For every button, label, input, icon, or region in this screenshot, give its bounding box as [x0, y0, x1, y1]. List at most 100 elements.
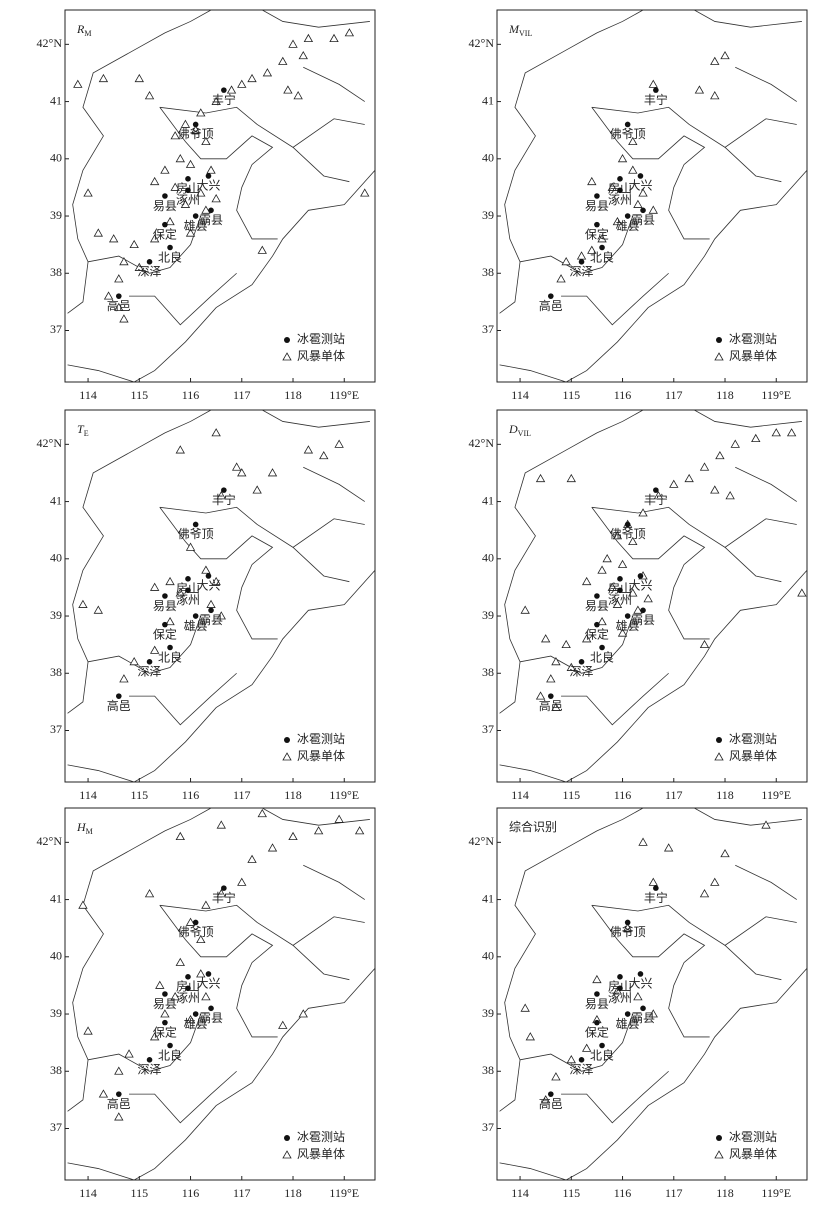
province-border: [499, 410, 802, 714]
hail-station: [162, 991, 168, 997]
storm-cell: [771, 428, 781, 437]
province-border: [724, 945, 782, 981]
hail-station: [167, 644, 173, 651]
storm-cell: [196, 188, 206, 197]
x-tick-label: 115: [131, 1186, 149, 1200]
station-label: 佛爷顶: [610, 127, 646, 141]
station-label: 深泽: [138, 265, 162, 279]
y-tick-label: 40: [482, 551, 494, 565]
map-content: 丰宁佛爷顶房山涿州大兴易县霸县保定雄县北良深泽高邑: [67, 10, 375, 382]
storm-cell: [298, 1009, 308, 1018]
province-border: [591, 106, 797, 148]
legend-storm-symbol: [714, 352, 724, 361]
map-panel: 丰宁佛爷顶房山涿州大兴易县霸县保定雄县北良深泽高邑114115116117118…: [37, 807, 376, 1200]
y-tick-label: 38: [482, 265, 494, 279]
hail-station: [192, 521, 199, 528]
storm-cell: [252, 485, 262, 494]
province-border: [292, 547, 350, 583]
province-border: [303, 66, 365, 102]
y-tick-label: 42°N: [469, 436, 495, 450]
legend-label: 冰雹测站: [729, 1130, 777, 1144]
x-tick-label: 119°E: [329, 388, 359, 402]
storm-cell: [196, 934, 206, 944]
storm-cell: [283, 85, 293, 94]
storm-cell: [114, 274, 124, 283]
storm-cell: [175, 445, 185, 454]
province-border: [561, 272, 669, 326]
storm-cell: [694, 85, 705, 94]
x-tick-label: 115: [563, 388, 581, 402]
hail-station: [162, 1019, 168, 1026]
y-tick-label: 41: [482, 891, 494, 905]
station-label: 霸县: [631, 613, 655, 627]
province-border: [668, 564, 710, 640]
hail-station: [162, 621, 168, 628]
province-border: [159, 904, 365, 946]
station-label: 雄县: [184, 1016, 208, 1031]
legend-label: 风暴单体: [297, 749, 345, 763]
y-tick-label: 42°N: [37, 36, 63, 50]
storm-cell: [134, 73, 144, 83]
storm-cell: [216, 889, 226, 898]
storm-cell: [319, 450, 329, 460]
station-label: 霸县: [199, 1011, 223, 1025]
storm-cell: [633, 605, 643, 614]
hail-station: [637, 573, 644, 579]
station-label: 丰宁: [212, 92, 236, 107]
hail-station: [205, 173, 212, 179]
hail-station: [617, 974, 623, 980]
hail-station: [162, 593, 168, 599]
hail-station: [617, 985, 623, 992]
province-border: [159, 905, 274, 963]
station-label: 保定: [153, 626, 177, 641]
province-border: [87, 1013, 202, 1072]
hail-station: [624, 521, 631, 528]
hail-station: [192, 613, 199, 619]
storm-cell: [170, 182, 180, 191]
station-label: 易县: [585, 997, 609, 1011]
storm-cell: [535, 473, 546, 483]
y-tick-label: 37: [50, 322, 62, 336]
storm-cell: [551, 702, 561, 711]
storm-cell: [628, 136, 638, 146]
y-tick-label: 41: [50, 493, 62, 507]
storm-cell: [551, 1072, 561, 1081]
storm-cell: [185, 228, 196, 237]
storm-cell: [561, 257, 571, 266]
storm-cell: [201, 136, 211, 146]
station-label: 雄县: [184, 618, 208, 633]
province-border: [519, 1013, 634, 1072]
x-tick-label: 114: [79, 1186, 97, 1200]
hail-station: [640, 207, 646, 214]
storm-cell: [149, 645, 160, 654]
province-border: [236, 962, 278, 1038]
hail-station: [599, 644, 605, 651]
storm-cell: [216, 491, 226, 500]
station-label: 深泽: [138, 665, 162, 679]
legend-storm-symbol: [282, 752, 292, 761]
storm-cell: [170, 992, 180, 1001]
station-label: 大兴: [628, 579, 652, 593]
legend-storm-symbol: [282, 1150, 292, 1159]
storm-cell: [576, 251, 587, 260]
storm-cell: [597, 234, 607, 243]
station-label: 北良: [158, 649, 182, 664]
storm-cell: [114, 302, 124, 311]
hail-station: [594, 221, 600, 228]
storm-cell: [715, 450, 725, 460]
hail-station: [548, 693, 554, 699]
storm-cell: [612, 531, 623, 540]
province-border: [159, 507, 274, 565]
storm-cell: [710, 485, 720, 494]
station-label: 高邑: [539, 698, 563, 713]
province-border: [724, 147, 782, 183]
province-border: [591, 107, 706, 165]
storm-cell: [699, 889, 710, 898]
map-content: 丰宁佛爷顶房山涿州大兴易县霸县保定雄县北良深泽高邑: [67, 808, 375, 1180]
x-tick-label: 118: [284, 1186, 302, 1200]
hail-station: [637, 971, 644, 977]
map-frame: [496, 807, 808, 1181]
storm-cell: [313, 826, 324, 835]
hail-station: [653, 87, 659, 93]
